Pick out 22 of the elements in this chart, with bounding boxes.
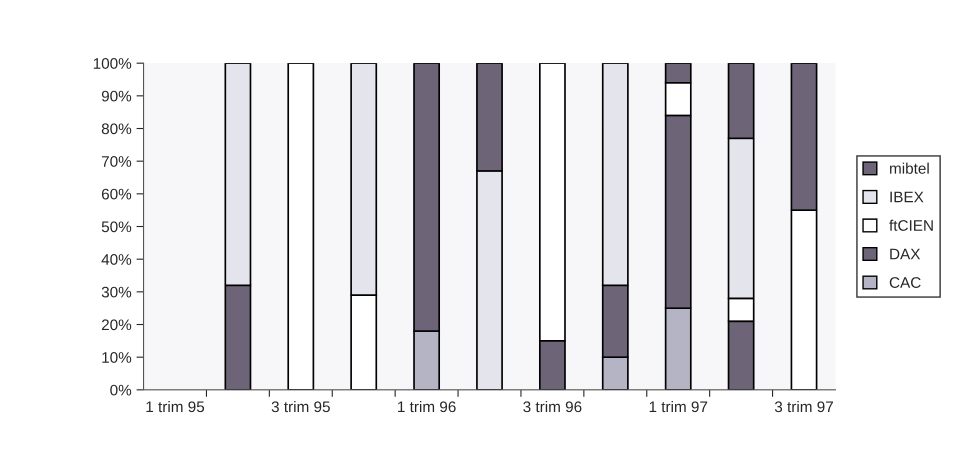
y-tick-label: 40% — [102, 254, 132, 265]
y-tick-label: 100% — [94, 58, 132, 69]
x-tick-label: 1 trim 96 — [398, 400, 456, 412]
legend-label: IBEX — [890, 192, 924, 202]
x-tick-label: 1 trim 95 — [146, 400, 204, 412]
y-tick-label: 20% — [102, 319, 132, 330]
y-tick-label: 10% — [102, 352, 132, 363]
legend-label: DAX — [890, 248, 920, 260]
x-tick-label: 3 trim 96 — [523, 400, 582, 412]
y-tick-label: 80% — [102, 123, 132, 134]
y-tick-label: 60% — [102, 188, 132, 200]
y-tick-label: 0% — [110, 384, 132, 396]
x-tick-label: 1 trim 97 — [650, 400, 708, 412]
y-tick-label: 90% — [102, 90, 132, 102]
y-tick-label: 70% — [102, 156, 132, 167]
legend-label: mibtel — [890, 162, 929, 174]
y-tick-label: 50% — [102, 221, 132, 232]
x-tick-label: 3 trim 95 — [272, 400, 330, 412]
x-tick-label: 3 trim 97 — [774, 400, 833, 412]
legend-label: CAC — [890, 277, 921, 288]
legend-label: ftCIEN — [889, 220, 933, 231]
y-tick-label: 30% — [102, 286, 132, 298]
